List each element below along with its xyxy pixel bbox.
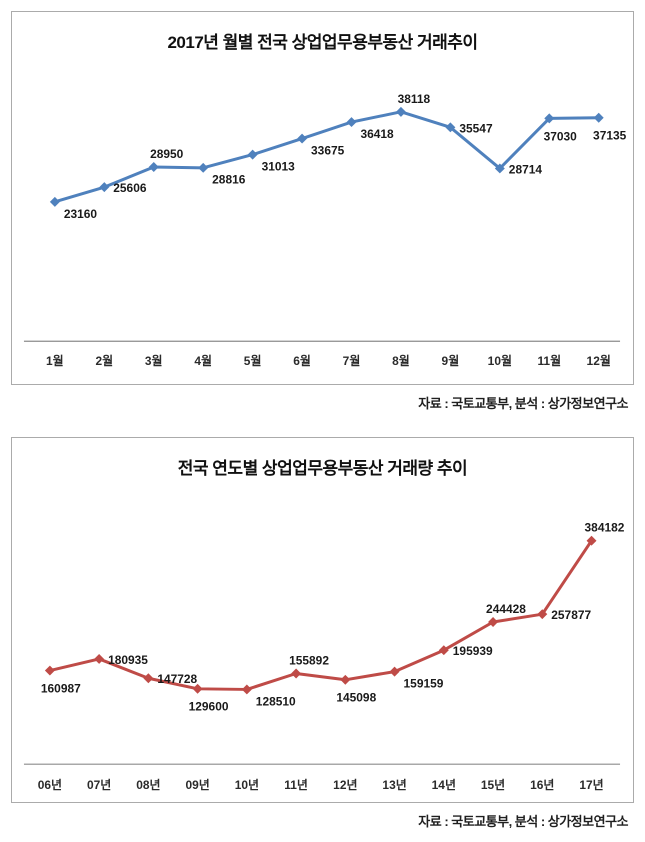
series-line [53, 110, 601, 204]
data-point-marker [494, 163, 505, 174]
x-axis-label: 15년 [481, 778, 505, 792]
data-point-label: 35547 [459, 121, 493, 135]
x-axis-label: 16년 [530, 778, 554, 792]
x-axis-label: 6월 [293, 353, 311, 368]
x-axis-label: 8월 [392, 353, 410, 368]
x-axis-label: 07년 [87, 778, 111, 792]
data-point-marker [49, 196, 60, 207]
data-point-marker [44, 665, 55, 676]
x-axis-label: 2월 [95, 353, 113, 368]
x-axis-label: 7월 [343, 353, 361, 368]
x-axis-label: 4월 [194, 353, 212, 368]
x-axis-label: 17년 [579, 778, 603, 792]
data-point-label: 31013 [262, 160, 296, 174]
data-point-marker [544, 113, 555, 124]
data-point-label: 257877 [551, 608, 591, 622]
data-point-marker [445, 122, 456, 133]
data-point-marker [389, 666, 400, 677]
data-point-label: 145098 [336, 691, 376, 705]
x-axis-label: 12년 [333, 778, 357, 792]
data-point-marker [291, 668, 302, 679]
data-point-marker [340, 674, 351, 685]
data-point-label: 37135 [593, 129, 627, 143]
source-note-monthly: 자료 : 국토교통부, 분석 : 상가정보연구소 [418, 396, 628, 411]
data-point-label: 147728 [157, 672, 197, 686]
data-point-label: 129600 [189, 700, 229, 714]
x-axis-label: 10월 [488, 353, 512, 368]
data-point-marker [241, 684, 252, 695]
series-line [48, 539, 594, 691]
x-axis-label: 12월 [587, 353, 611, 368]
x-axis-label: 14년 [432, 778, 456, 792]
x-axis-label: 08년 [136, 778, 160, 792]
data-point-label: 37030 [544, 129, 578, 143]
data-point-marker [593, 112, 604, 123]
data-point-label: 128510 [256, 694, 296, 708]
data-point-label: 36418 [360, 127, 394, 141]
x-axis-label: 13년 [382, 778, 406, 792]
monthly-chart-panel: 23160 1월 25606 2월 28950 3월 28816 4월 31013 5월 33675… [11, 11, 634, 385]
x-axis-label: 09년 [185, 778, 209, 792]
x-axis-label: 3월 [145, 353, 163, 368]
yearly-chart-title: 전국 연도별 상업업무용부동산 거래량 추이 [177, 459, 468, 478]
x-axis-label: 9월 [442, 353, 460, 368]
data-point-marker [247, 149, 258, 160]
data-point-marker [148, 162, 159, 172]
source-note-yearly: 자료 : 국토교통부, 분석 : 상가정보연구소 [418, 814, 628, 829]
yearly-line-chart: 160987 06년 180935 07년 147728 08년 129600 09년 1285… [23, 521, 625, 792]
data-point-label: 28950 [150, 147, 184, 161]
data-point-marker [537, 609, 548, 620]
data-point-marker [438, 645, 449, 656]
data-point-marker [346, 117, 357, 128]
monthly-chart-title: 2017년 월별 전국 상업업무용부동산 거래추이 [167, 33, 478, 52]
data-point-label: 244428 [486, 602, 526, 616]
data-point-label: 28714 [509, 162, 543, 176]
data-point-label: 384182 [585, 521, 625, 535]
data-point-marker [297, 133, 308, 144]
data-point-label: 33675 [311, 144, 345, 158]
data-point-label: 23160 [64, 207, 98, 221]
data-point-marker [395, 106, 406, 117]
data-point-label: 159159 [404, 677, 444, 691]
x-axis-label: 10년 [235, 778, 259, 792]
data-point-label: 25606 [113, 181, 147, 195]
data-point-marker [198, 162, 209, 173]
data-point-marker [99, 182, 110, 193]
x-axis-label: 11년 [284, 778, 308, 792]
x-axis-label: 11월 [537, 353, 561, 368]
x-axis-label: 06년 [38, 778, 62, 792]
data-point-marker [94, 653, 105, 664]
data-point-label: 155892 [289, 654, 329, 668]
data-point-label: 195939 [453, 644, 493, 658]
data-point-label: 160987 [41, 681, 81, 695]
data-point-label: 28816 [212, 173, 246, 187]
yearly-chart-panel: 160987 06년 180935 07년 147728 08년 129600 09년 1285… [11, 437, 634, 803]
data-point-label: 38118 [398, 92, 431, 106]
x-axis-label: 5월 [244, 353, 262, 368]
x-axis-label: 1월 [46, 353, 64, 368]
data-point-marker [143, 673, 154, 684]
data-point-label: 180935 [108, 653, 148, 667]
monthly-line-chart: 23160 1월 25606 2월 28950 3월 28816 4월 31013 5월 33675… [23, 92, 627, 368]
